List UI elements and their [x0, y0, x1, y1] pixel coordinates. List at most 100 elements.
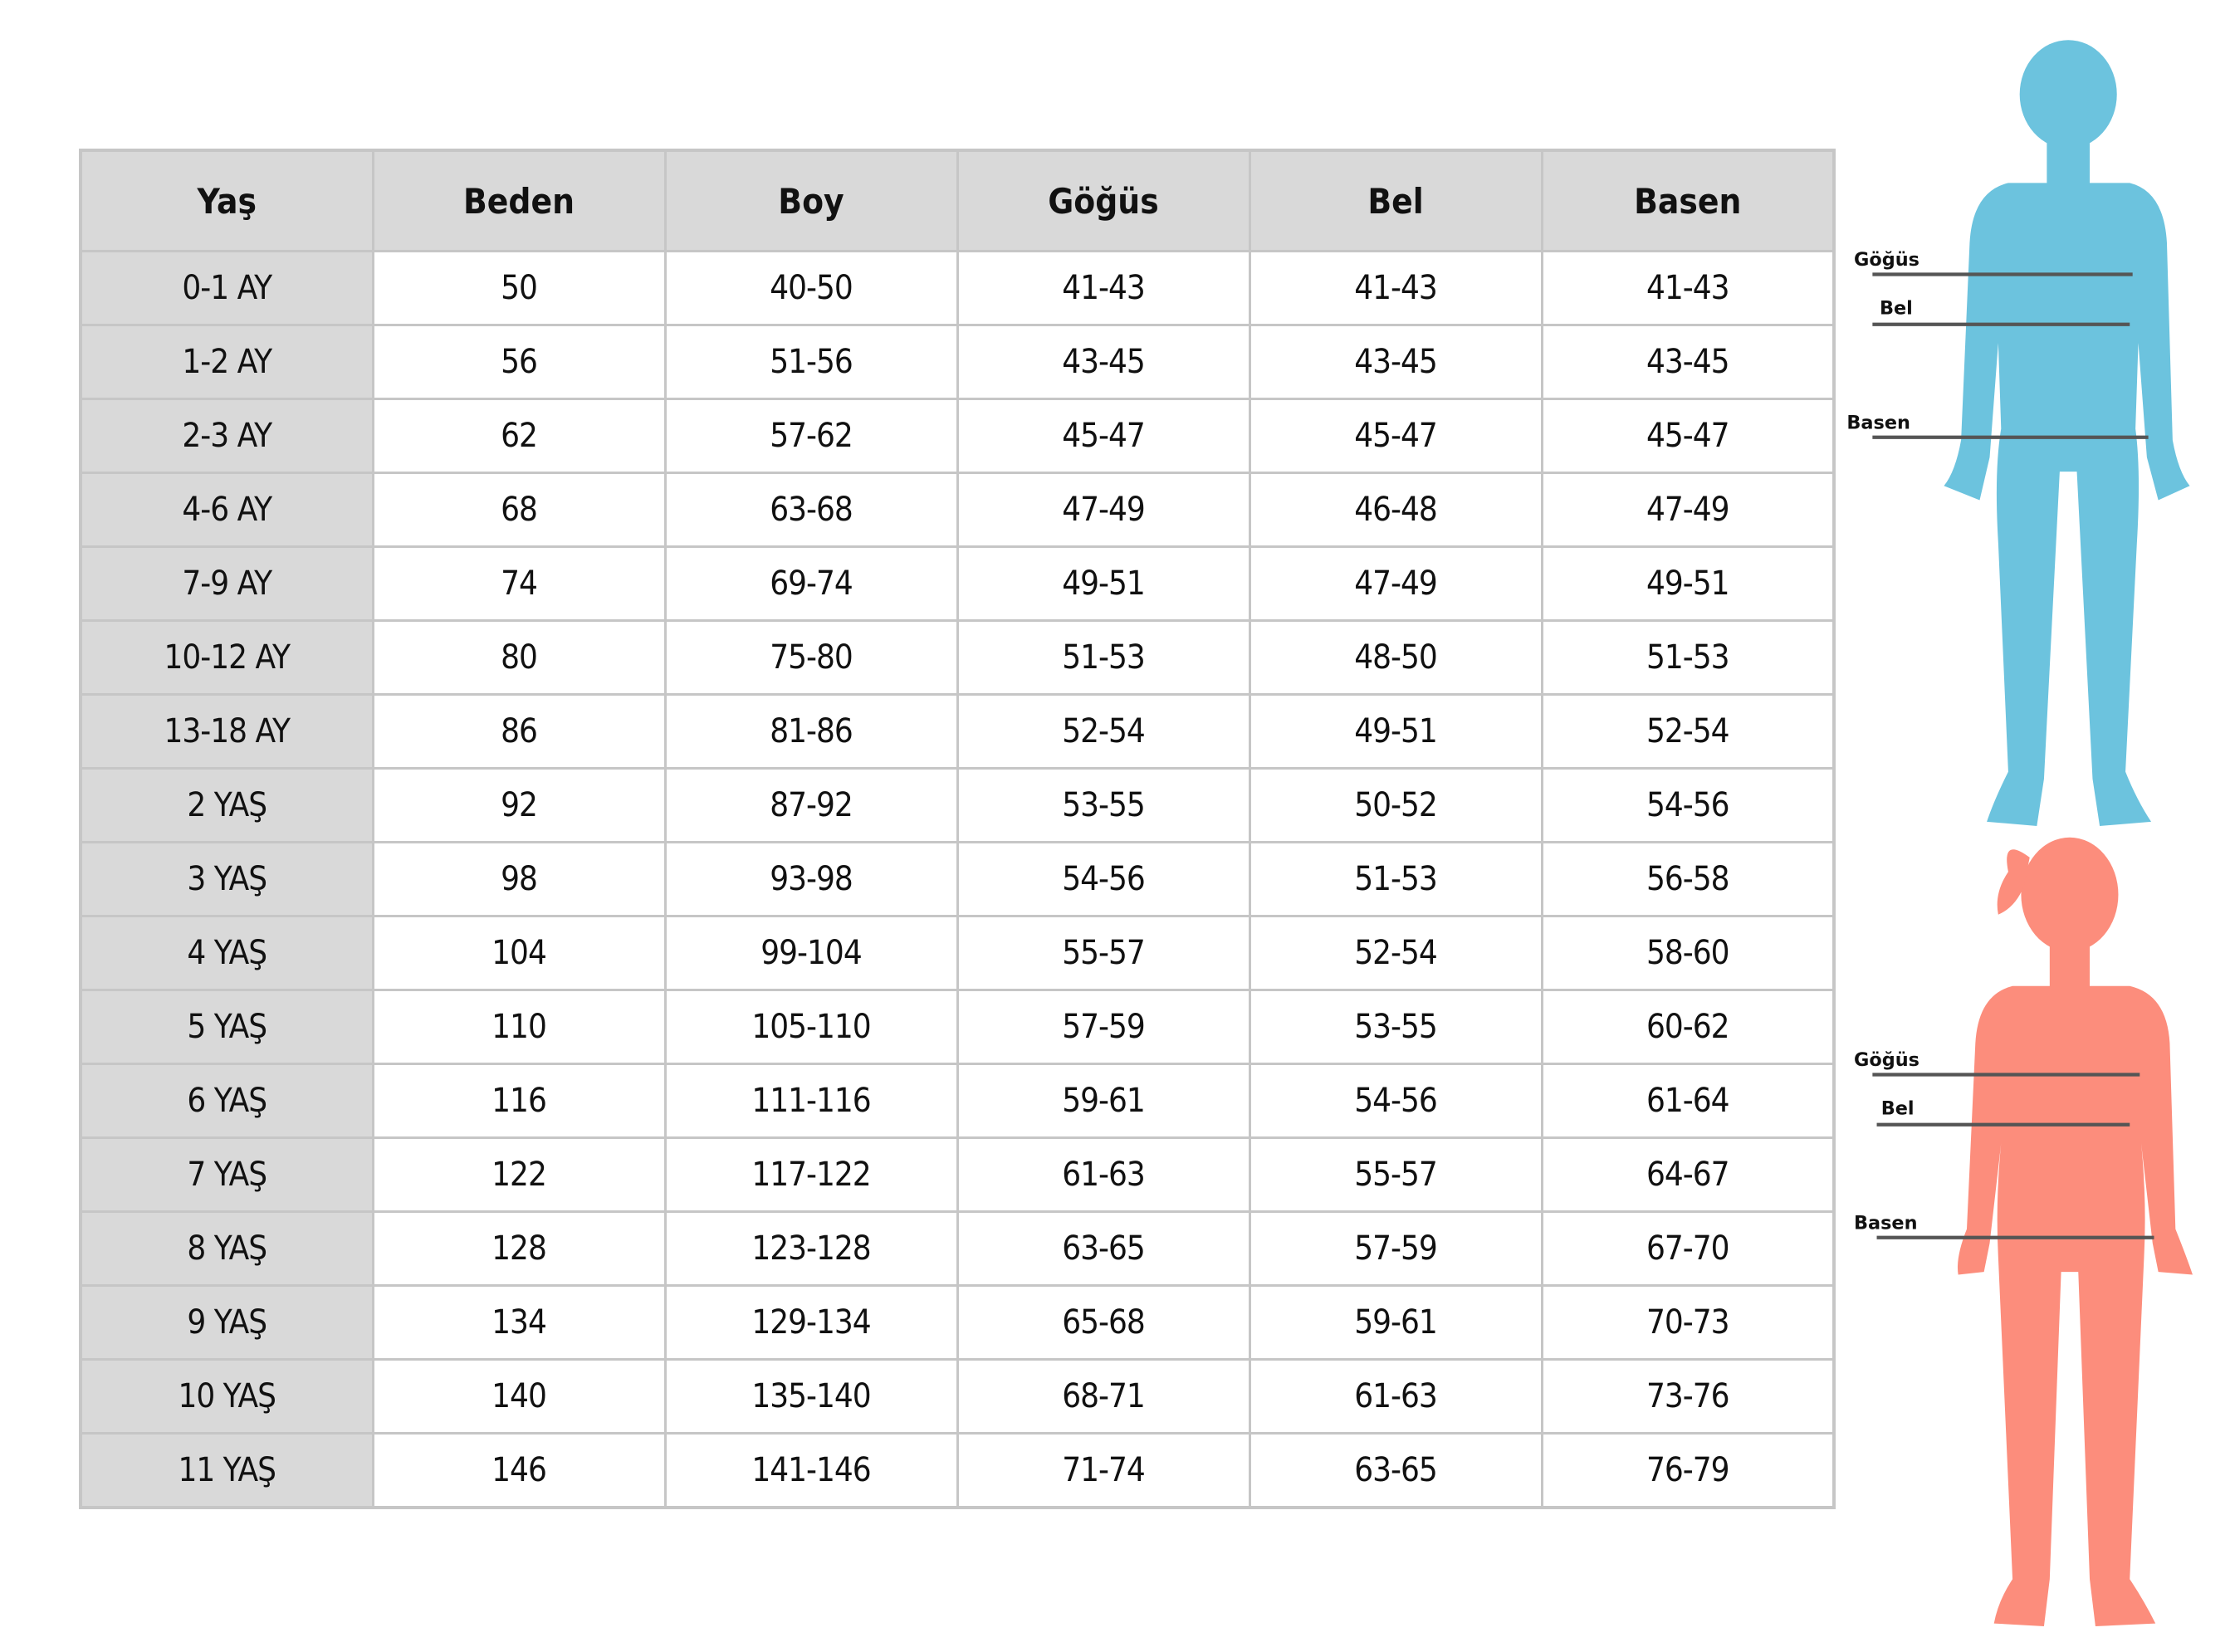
cell-chest: 61-63	[956, 1136, 1251, 1213]
girl-hip-label: Basen	[1854, 1212, 1918, 1234]
cell-waist: 50-52	[1248, 767, 1543, 843]
table-row: 6 YAŞ 116 111-116 59-61 54-56 61-64	[79, 1063, 1836, 1139]
cell-hip: 41-43	[1540, 250, 1836, 326]
cell-chest: 54-56	[956, 841, 1251, 917]
cell-chest: 43-45	[956, 324, 1251, 400]
header-hip: Basen	[1540, 149, 1836, 252]
cell-size: 134	[371, 1284, 667, 1361]
cell-chest: 49-51	[956, 545, 1251, 622]
table-row: 5 YAŞ 110 105-110 57-59 53-55 60-62	[79, 989, 1836, 1065]
table-row: 8 YAŞ 128 123-128 63-65 57-59 67-70	[79, 1210, 1836, 1287]
cell-chest: 68-71	[956, 1358, 1251, 1435]
size-chart-table: Yaş Beden Boy Göğüs Bel Basen 0-1 AY 50 40-50 41…	[79, 149, 1836, 1509]
cell-chest: 65-68	[956, 1284, 1251, 1361]
table-row: 3 YAŞ 98 93-98 54-56 51-53 56-58	[79, 841, 1836, 917]
cell-chest: 41-43	[956, 250, 1251, 326]
cell-chest: 51-53	[956, 619, 1251, 696]
cell-waist: 55-57	[1248, 1136, 1543, 1213]
cell-height: 81-86	[663, 693, 959, 770]
table-row: 7 YAŞ 122 117-122 61-63 55-57 64-67	[79, 1136, 1836, 1213]
cell-age: 8 YAŞ	[79, 1210, 374, 1287]
cell-hip: 64-67	[1540, 1136, 1836, 1213]
cell-height: 123-128	[663, 1210, 959, 1287]
cell-size: 56	[371, 324, 667, 400]
boy-measure-lines	[1872, 272, 2149, 439]
cell-waist: 61-63	[1248, 1358, 1543, 1435]
cell-age: 9 YAŞ	[79, 1284, 374, 1361]
table-row: 4 YAŞ 104 99-104 55-57 52-54 58-60	[79, 915, 1836, 991]
table-row: 2-3 AY 62 57-62 45-47 45-47 45-47	[79, 398, 1836, 474]
cell-height: 99-104	[663, 915, 959, 991]
table-row: 7-9 AY 74 69-74 49-51 47-49 49-51	[79, 545, 1836, 622]
cell-age: 7 YAŞ	[79, 1136, 374, 1213]
cell-height: 117-122	[663, 1136, 959, 1213]
table-row: 11 YAŞ 146 141-146 71-74 63-65 76-79	[79, 1432, 1836, 1509]
cell-height: 135-140	[663, 1358, 959, 1435]
cell-waist: 52-54	[1248, 915, 1543, 991]
header-size: Beden	[371, 149, 667, 252]
cell-age: 10-12 AY	[79, 619, 374, 696]
cell-size: 128	[371, 1210, 667, 1287]
boy-figure	[1944, 40, 2190, 827]
cell-waist: 47-49	[1248, 545, 1543, 622]
table-header-row: Yaş Beden Boy Göğüs Bel Basen	[79, 149, 1836, 252]
cell-hip: 61-64	[1540, 1063, 1836, 1139]
cell-height: 63-68	[663, 472, 959, 548]
cell-size: 92	[371, 767, 667, 843]
cell-height: 57-62	[663, 398, 959, 474]
cell-age: 7-9 AY	[79, 545, 374, 622]
girl-ponytail	[1997, 849, 2030, 915]
cell-hip: 47-49	[1540, 472, 1836, 548]
cell-age: 3 YAŞ	[79, 841, 374, 917]
girl-chest-label: Göğüs	[1854, 1049, 1919, 1071]
cell-age: 0-1 AY	[79, 250, 374, 326]
cell-chest: 47-49	[956, 472, 1251, 548]
cell-waist: 59-61	[1248, 1284, 1543, 1361]
cell-waist: 53-55	[1248, 989, 1543, 1065]
cell-size: 86	[371, 693, 667, 770]
cell-age: 5 YAŞ	[79, 989, 374, 1065]
table-row: 10-12 AY 80 75-80 51-53 48-50 51-53	[79, 619, 1836, 696]
header-age: Yaş	[79, 149, 374, 252]
header-waist: Bel	[1248, 149, 1543, 252]
cell-chest: 57-59	[956, 989, 1251, 1065]
table-body: 0-1 AY 50 40-50 41-43 41-43 41-43 1-2 AY 56 51-5…	[79, 250, 1836, 1509]
boy-waist-label: Bel	[1880, 298, 1913, 320]
cell-height: 111-116	[663, 1063, 959, 1139]
cell-height: 69-74	[663, 545, 959, 622]
cell-hip: 49-51	[1540, 545, 1836, 622]
cell-height: 105-110	[663, 989, 959, 1065]
cell-waist: 41-43	[1248, 250, 1543, 326]
girl-body	[1957, 985, 2193, 1627]
cell-hip: 54-56	[1540, 767, 1836, 843]
cell-hip: 45-47	[1540, 398, 1836, 474]
cell-age: 2 YAŞ	[79, 767, 374, 843]
cell-waist: 51-53	[1248, 841, 1543, 917]
cell-age: 13-18 AY	[79, 693, 374, 770]
cell-chest: 63-65	[956, 1210, 1251, 1287]
table-row: 4-6 AY 68 63-68 47-49 46-48 47-49	[79, 472, 1836, 548]
cell-size: 68	[371, 472, 667, 548]
boy-hip-label: Basen	[1846, 412, 1910, 433]
cell-height: 75-80	[663, 619, 959, 696]
table-row: 1-2 AY 56 51-56 43-45 43-45 43-45	[79, 324, 1836, 400]
cell-age: 4-6 AY	[79, 472, 374, 548]
cell-waist: 46-48	[1248, 472, 1543, 548]
table-row: 13-18 AY 86 81-86 52-54 49-51 52-54	[79, 693, 1836, 770]
cell-size: 146	[371, 1432, 667, 1509]
cell-waist: 43-45	[1248, 324, 1543, 400]
girl-figure	[1957, 837, 2193, 1627]
cell-chest: 53-55	[956, 767, 1251, 843]
cell-waist: 63-65	[1248, 1432, 1543, 1509]
cell-chest: 59-61	[956, 1063, 1251, 1139]
cell-age: 6 YAŞ	[79, 1063, 374, 1139]
cell-size: 80	[371, 619, 667, 696]
cell-hip: 70-73	[1540, 1284, 1836, 1361]
cell-hip: 51-53	[1540, 619, 1836, 696]
table-row: 2 YAŞ 92 87-92 53-55 50-52 54-56	[79, 767, 1836, 843]
boy-body	[1944, 183, 2190, 827]
header-chest: Göğüs	[956, 149, 1251, 252]
cell-waist: 48-50	[1248, 619, 1543, 696]
cell-size: 110	[371, 989, 667, 1065]
cell-height: 93-98	[663, 841, 959, 917]
